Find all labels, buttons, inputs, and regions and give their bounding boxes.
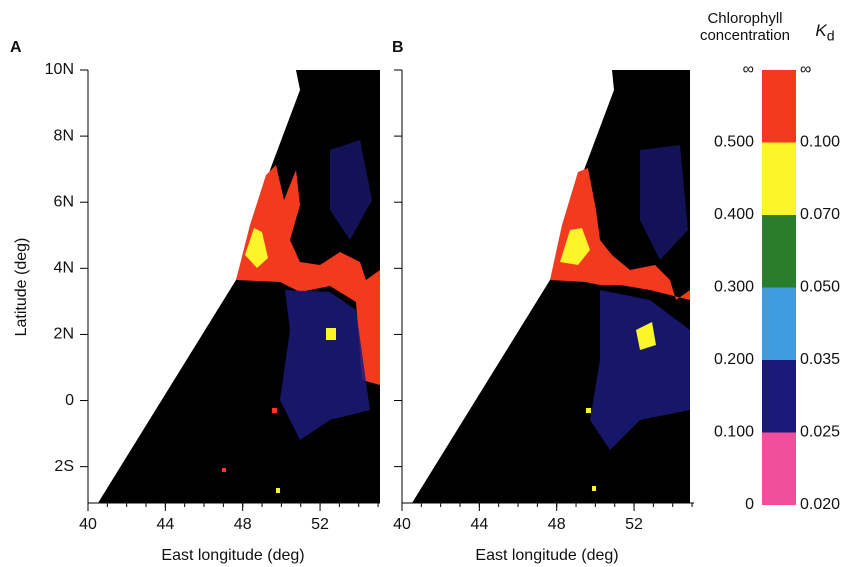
chlorophyll-label: 0.500 [714,134,754,151]
x-tick-label: 44 [470,516,488,533]
colorbar-segment [762,360,796,433]
kd-title: Kd [805,22,845,45]
kd-label: 0.020 [800,496,840,513]
y-tick-label: 2N [54,326,74,343]
y-tick-label: 4N [54,260,74,277]
y-tick-label: 8N [54,127,74,144]
y-tick-label: 2S [54,458,74,475]
x-tick-label: 40 [79,516,97,533]
colorbar-segment [762,142,796,215]
map-b [412,70,690,503]
y-axis-label: Latitude (deg) [13,238,30,337]
chlorophyll-label: ∞ [743,61,754,78]
kd-subscript: d [826,28,835,45]
chlorophyll-label: 0.100 [714,424,754,441]
kd-label: 0.035 [800,351,840,368]
x-tick-label: 52 [625,516,643,533]
kd-symbol: K [815,21,827,40]
x-axis-label: East longitude (deg) [161,547,304,564]
kd-label: 0.070 [800,206,840,223]
colorbar-segment [762,287,796,360]
colorbar-segment [762,215,796,288]
x-tick-label: 52 [311,516,329,533]
kd-label: 0.050 [800,279,840,296]
chlorophyll-label: 0.200 [714,351,754,368]
y-tick-label: 10N [45,61,74,78]
y-tick-label: 0 [65,392,74,409]
kd-label: 0.100 [800,134,840,151]
chlorophyll-label: 0 [745,496,754,513]
x-tick-label: 48 [234,516,252,533]
x-tick-label: 44 [156,516,174,533]
kd-label: 0.025 [800,424,840,441]
y-tick-label: 6N [54,193,74,210]
x-tick-label: 48 [548,516,566,533]
panel-label: A [10,39,22,56]
colorbar-title: Chlorophyll concentration [699,10,791,44]
chlorophyll-label: 0.400 [714,206,754,223]
map-a [98,70,380,503]
colorbar-segment [762,432,796,505]
chlorophyll-label: 0.300 [714,279,754,296]
panel-label: B [392,39,404,56]
kd-label: ∞ [800,61,811,78]
colorbar-segment [762,70,796,143]
x-tick-label: 40 [393,516,411,533]
x-axis-label: East longitude (deg) [475,547,618,564]
